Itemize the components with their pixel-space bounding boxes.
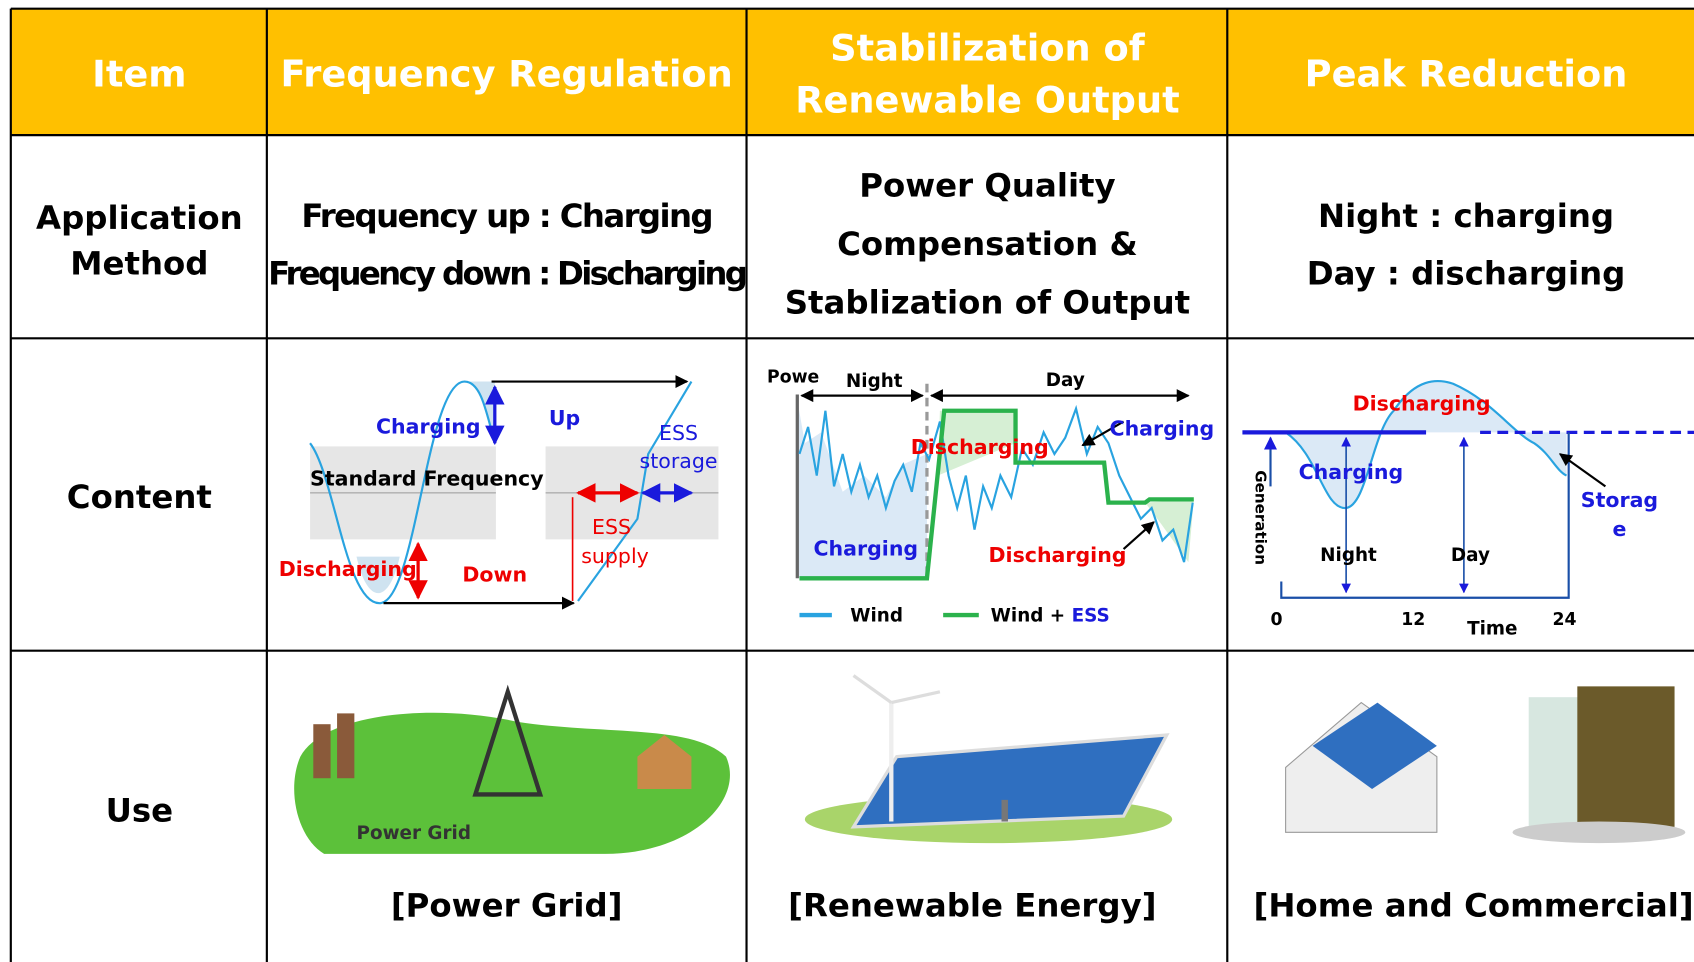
cell-text: Day : discharging: [1307, 254, 1626, 292]
frequency-diagram: Charging Up ESS storage Standard Frequen…: [279, 382, 719, 604]
cell-text: Compensation &: [837, 225, 1138, 263]
wind-diagram: Powe Night Day Charging Discharging Char…: [767, 368, 1214, 627]
diagram-label: supply: [581, 544, 649, 568]
diagram-label: e: [1612, 517, 1626, 541]
cell-text: Frequency down : Discharging: [268, 254, 746, 292]
diagram-label: Generation: [1251, 470, 1269, 565]
diagram-label: storage: [640, 449, 718, 473]
row-label: Application: [36, 199, 243, 237]
diagram-label: Discharging: [911, 435, 1049, 459]
peak-diagram: Discharging Charging Generation Night Da…: [1242, 381, 1694, 639]
diagram-label: Charging: [376, 414, 481, 438]
axis-tick: 24: [1552, 610, 1576, 630]
diagram-label: Discharging: [1353, 392, 1491, 416]
header-cell: Peak Reduction: [1305, 52, 1628, 95]
caption: [Renewable Energy]: [788, 887, 1156, 925]
diagram-label: Charging: [1299, 460, 1404, 484]
power-grid-image: Power Grid: [294, 692, 730, 854]
table-page: Item Frequency Regulation Stabilization …: [0, 0, 1694, 962]
diagram-label: Day: [1451, 545, 1490, 566]
diagram-label: Charging: [1110, 417, 1215, 441]
axis-tick: 0: [1271, 610, 1283, 630]
header-cell: Stabilization of: [830, 27, 1146, 70]
cell-text: Stablization of Output: [785, 283, 1190, 321]
diagram-label: Standard Frequency: [310, 466, 544, 490]
axis-tick: 12: [1401, 610, 1425, 630]
diagram-label: Down: [462, 563, 527, 587]
diagram-label: Discharging: [279, 557, 417, 581]
legend-label: Wind + ESS: [991, 606, 1110, 627]
axis-title: Time: [1467, 618, 1517, 639]
header-cell: Item: [92, 52, 186, 95]
header-cell: Renewable Output: [795, 78, 1179, 121]
diagram-label: Night: [846, 371, 903, 392]
cell-text: Frequency up : Charging: [301, 197, 712, 235]
diagram-label: Night: [1320, 545, 1377, 566]
diagram-label: Up: [549, 406, 580, 430]
legend-label: ESS: [1072, 606, 1110, 627]
cell-text: Night : charging: [1318, 197, 1614, 235]
row-label: Content: [67, 478, 212, 516]
diagram-label: ESS: [659, 421, 698, 445]
header-cell: Frequency Regulation: [281, 52, 733, 95]
renewable-image: [805, 676, 1172, 844]
diagram-label: Discharging: [989, 543, 1127, 567]
cell-text: Power Quality: [859, 167, 1115, 205]
diagram-label: Day: [1046, 370, 1085, 391]
caption: [Power Grid]: [391, 887, 623, 925]
home-commercial-image: [1286, 686, 1686, 843]
diagram-label: ESS: [592, 515, 631, 539]
legend-label: Wind: [850, 606, 903, 627]
row-label: Method: [70, 245, 208, 283]
row-label: Use: [106, 791, 174, 829]
diagram-label: Powe: [767, 368, 819, 388]
legend-label: Wind +: [991, 606, 1072, 627]
diagram-label: Storag: [1581, 488, 1658, 512]
caption: [Home and Commercial]: [1254, 887, 1694, 925]
image-label: Power Grid: [357, 823, 471, 844]
diagram-label: Charging: [814, 537, 919, 561]
